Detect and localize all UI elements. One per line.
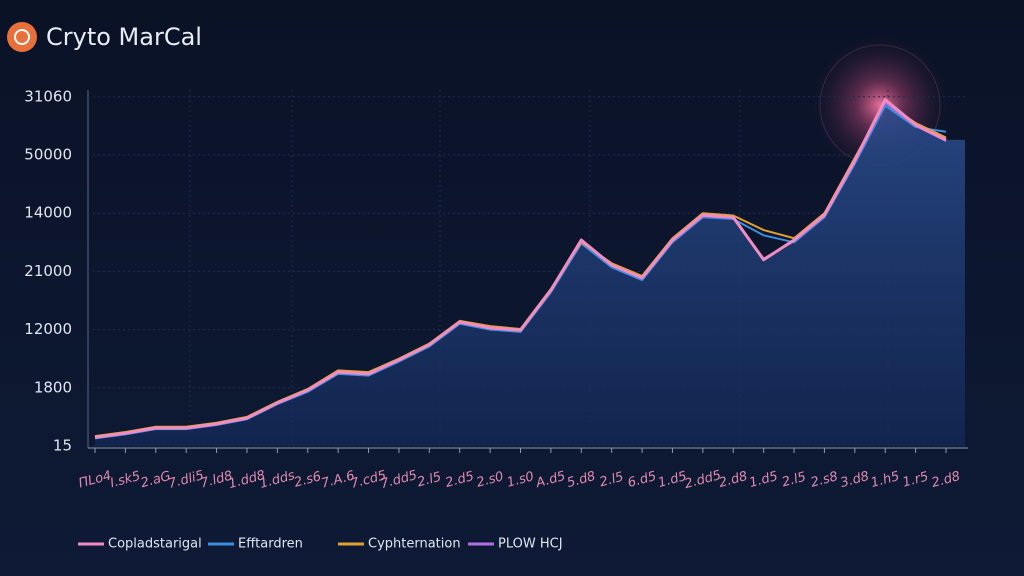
x-tick-label: 2.l5 — [598, 470, 625, 491]
x-tick-label: 2.s0 — [475, 469, 505, 491]
x-tick-label: 2.d8 — [930, 469, 962, 491]
logo-mark — [14, 29, 30, 45]
y-tick-label: 31060 — [24, 87, 72, 105]
x-tick-label: 2.l5 — [780, 470, 807, 491]
area — [95, 99, 965, 447]
y-tick-label: 50000 — [24, 146, 72, 164]
legend-label: Efftardren — [238, 537, 303, 552]
x-tick-label: 1.d5 — [657, 469, 689, 491]
x-tick-label: 2.s8 — [809, 469, 839, 491]
y-tick-label: 1800 — [34, 378, 72, 396]
legend-label: PLOW HCJ — [498, 537, 563, 552]
legend-label: Copladstarigal — [108, 537, 202, 552]
x-tick-label: 6.d5 — [626, 469, 658, 491]
x-tick-label: 2.s6 — [293, 469, 323, 491]
series-line — [94, 98, 947, 439]
x-tick-label: 1.d5 — [748, 469, 780, 491]
x-tick-label: 1.h5 — [869, 469, 901, 491]
legend-label: Cyphternation — [368, 537, 461, 552]
y-tick-label: 12000 — [24, 320, 72, 338]
logo — [7, 22, 37, 52]
x-tick-label: 2.d8 — [717, 469, 749, 491]
x-tick-label: 2.l5 — [416, 470, 443, 491]
chart-title: Cryto MarCal — [46, 23, 202, 51]
x-tick-label: 2.d5 — [444, 469, 476, 491]
y-tick-label: 21000 — [24, 262, 72, 280]
x-tick-label: 5.d8 — [565, 469, 597, 491]
x-tick-label: 3.d8 — [839, 469, 871, 491]
y-tick-label: 14000 — [24, 204, 72, 222]
x-tick-label: 1.s0 — [505, 469, 535, 491]
y-tick-label: 15 — [53, 437, 72, 455]
x-tick-label: 1.r5 — [901, 469, 930, 490]
